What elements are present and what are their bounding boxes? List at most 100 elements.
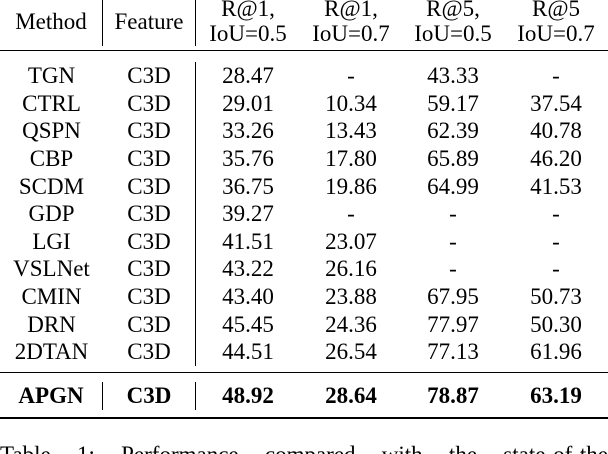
r5-iou07-cell: 46.20 [530, 145, 582, 171]
r5-iou05-cell: 62.39 [427, 118, 479, 144]
table-row: VSLNet C3D 43.22 26.16 - - [0, 255, 608, 283]
header-feature: Feature [103, 0, 196, 46]
r5-iou07-cell: - [552, 228, 560, 254]
method-cell: LGI [32, 228, 71, 254]
table-row: DRN C3D 45.45 24.36 77.97 50.30 [0, 310, 608, 339]
method-cell: CTRL [22, 90, 81, 116]
header-r5-iou07: R@5 IoU=0.7 [504, 0, 608, 46]
feature-cell: C3D [103, 382, 196, 410]
r1-iou05-cell: 33.26 [222, 118, 274, 144]
r1-iou07-cell: 23.07 [325, 228, 377, 254]
feature-cell: C3D [103, 255, 196, 283]
table-row: CTRL C3D 29.01 10.34 59.17 37.54 [0, 89, 608, 118]
header-r1-iou05: R@1, IoU=0.5 [196, 0, 300, 46]
r5-iou07-cell: 61.96 [530, 339, 582, 365]
header-line1: R@1, [221, 0, 275, 21]
r5-iou07-cell: 37.54 [530, 90, 582, 116]
method-cell: QSPN [22, 118, 81, 144]
r5-iou05-cell: 43.33 [427, 63, 479, 89]
r1-iou07-cell: 24.36 [325, 311, 377, 337]
header-feature-label: Feature [114, 8, 184, 34]
r1-iou05-cell: 48.92 [222, 383, 274, 409]
r5-iou05-cell: 64.99 [427, 173, 479, 199]
r5-iou05-cell: 77.13 [427, 339, 479, 365]
method-cell: SCDM [18, 173, 85, 199]
method-cell: GDP [28, 201, 75, 227]
r5-iou05-cell: 59.17 [427, 90, 479, 116]
feature-cell: C3D [103, 282, 196, 311]
method-cell: APGN [0, 382, 103, 410]
r5-iou05-cell: 67.95 [427, 283, 479, 309]
r5-iou05-cell: - [449, 201, 457, 227]
r5-iou07-cell: - [552, 256, 560, 282]
r1-iou07-cell: 10.34 [325, 90, 377, 116]
table-row: GDP C3D 39.27 - - - [0, 200, 608, 228]
table-row: 2DTAN C3D 44.51 26.54 77.13 61.96 [0, 338, 608, 366]
r5-iou05-cell: 78.87 [427, 383, 479, 409]
table-caption: Table 1: Performance compared with the s… [0, 441, 608, 454]
r5-iou05-cell: - [449, 228, 457, 254]
r5-iou07-cell: 41.53 [530, 173, 582, 199]
r1-iou05-cell: 41.51 [222, 228, 274, 254]
r1-iou05-cell: 43.40 [222, 283, 274, 309]
feature-cell: C3D [103, 172, 196, 201]
r1-iou05-cell: 45.45 [222, 311, 274, 337]
r1-iou07-cell: 26.54 [325, 339, 377, 365]
r1-iou05-cell: 43.22 [222, 256, 274, 282]
r1-iou05-cell: 36.75 [222, 173, 274, 199]
header-method: Method [0, 0, 103, 46]
header-line1: R@5, [426, 0, 480, 21]
method-cell: VSLNet [13, 256, 90, 282]
r5-iou05-cell: - [449, 256, 457, 282]
r5-iou07-cell: - [552, 201, 560, 227]
method-cell: CBP [29, 145, 74, 171]
r1-iou07-cell: 26.16 [325, 256, 377, 282]
feature-cell: C3D [103, 227, 196, 256]
header-line1: R@5 [531, 0, 581, 21]
r5-iou07-cell: 63.19 [530, 383, 582, 409]
header-r5-iou05: R@5, IoU=0.5 [402, 0, 504, 46]
method-cell: 2DTAN [14, 339, 89, 365]
r1-iou05-cell: 44.51 [222, 339, 274, 365]
method-cell: CMIN [21, 283, 82, 309]
header-method-label: Method [15, 8, 87, 34]
header-line2: IoU=0.7 [312, 21, 390, 46]
table-row: SCDM C3D 36.75 19.86 64.99 41.53 [0, 172, 608, 201]
feature-cell: C3D [103, 200, 196, 228]
r5-iou05-cell: 77.97 [427, 311, 479, 337]
bottom-rule [0, 417, 608, 420]
feature-cell: C3D [103, 310, 196, 339]
header-rule [0, 49, 608, 51]
feature-cell: C3D [103, 89, 196, 118]
header-r1-iou07: R@1, IoU=0.7 [300, 0, 402, 46]
table-row: CBP C3D 35.76 17.80 65.89 46.20 [0, 144, 608, 173]
r1-iou05-cell: 39.27 [222, 201, 274, 227]
header-line2: IoU=0.5 [209, 21, 287, 46]
table-row: CMIN C3D 43.40 23.88 67.95 50.73 [0, 282, 608, 311]
r1-iou05-cell: 29.01 [222, 90, 274, 116]
r1-iou07-cell: 28.64 [325, 383, 377, 409]
r1-iou07-cell: 17.80 [325, 145, 377, 171]
header-line2: IoU=0.7 [517, 21, 595, 46]
table-row: TGN C3D 28.47 - 43.33 - [0, 62, 608, 90]
table-body: TGN C3D 28.47 - 43.33 - CTRL C3D 29.01 1… [0, 62, 608, 366]
r1-iou07-cell: - [347, 201, 355, 227]
r1-iou07-cell: 23.88 [325, 283, 377, 309]
r5-iou05-cell: 65.89 [427, 145, 479, 171]
r1-iou05-cell: 28.47 [222, 63, 274, 89]
r1-iou07-cell: 19.86 [325, 173, 377, 199]
proposed-method-row: APGN C3D 48.92 28.64 78.87 63.19 [0, 382, 608, 410]
feature-cell: C3D [103, 117, 196, 145]
mid-rule [0, 371, 608, 373]
r1-iou07-cell: 13.43 [325, 118, 377, 144]
r5-iou07-cell: 50.73 [530, 283, 582, 309]
table-row: QSPN C3D 33.26 13.43 62.39 40.78 [0, 117, 608, 145]
feature-cell: C3D [103, 338, 196, 366]
r5-iou07-cell: 50.30 [530, 311, 582, 337]
header-line2: IoU=0.5 [414, 21, 492, 46]
feature-cell: C3D [103, 62, 196, 90]
r1-iou05-cell: 35.76 [222, 145, 274, 171]
method-cell: TGN [27, 63, 76, 89]
r5-iou07-cell: - [552, 63, 560, 89]
